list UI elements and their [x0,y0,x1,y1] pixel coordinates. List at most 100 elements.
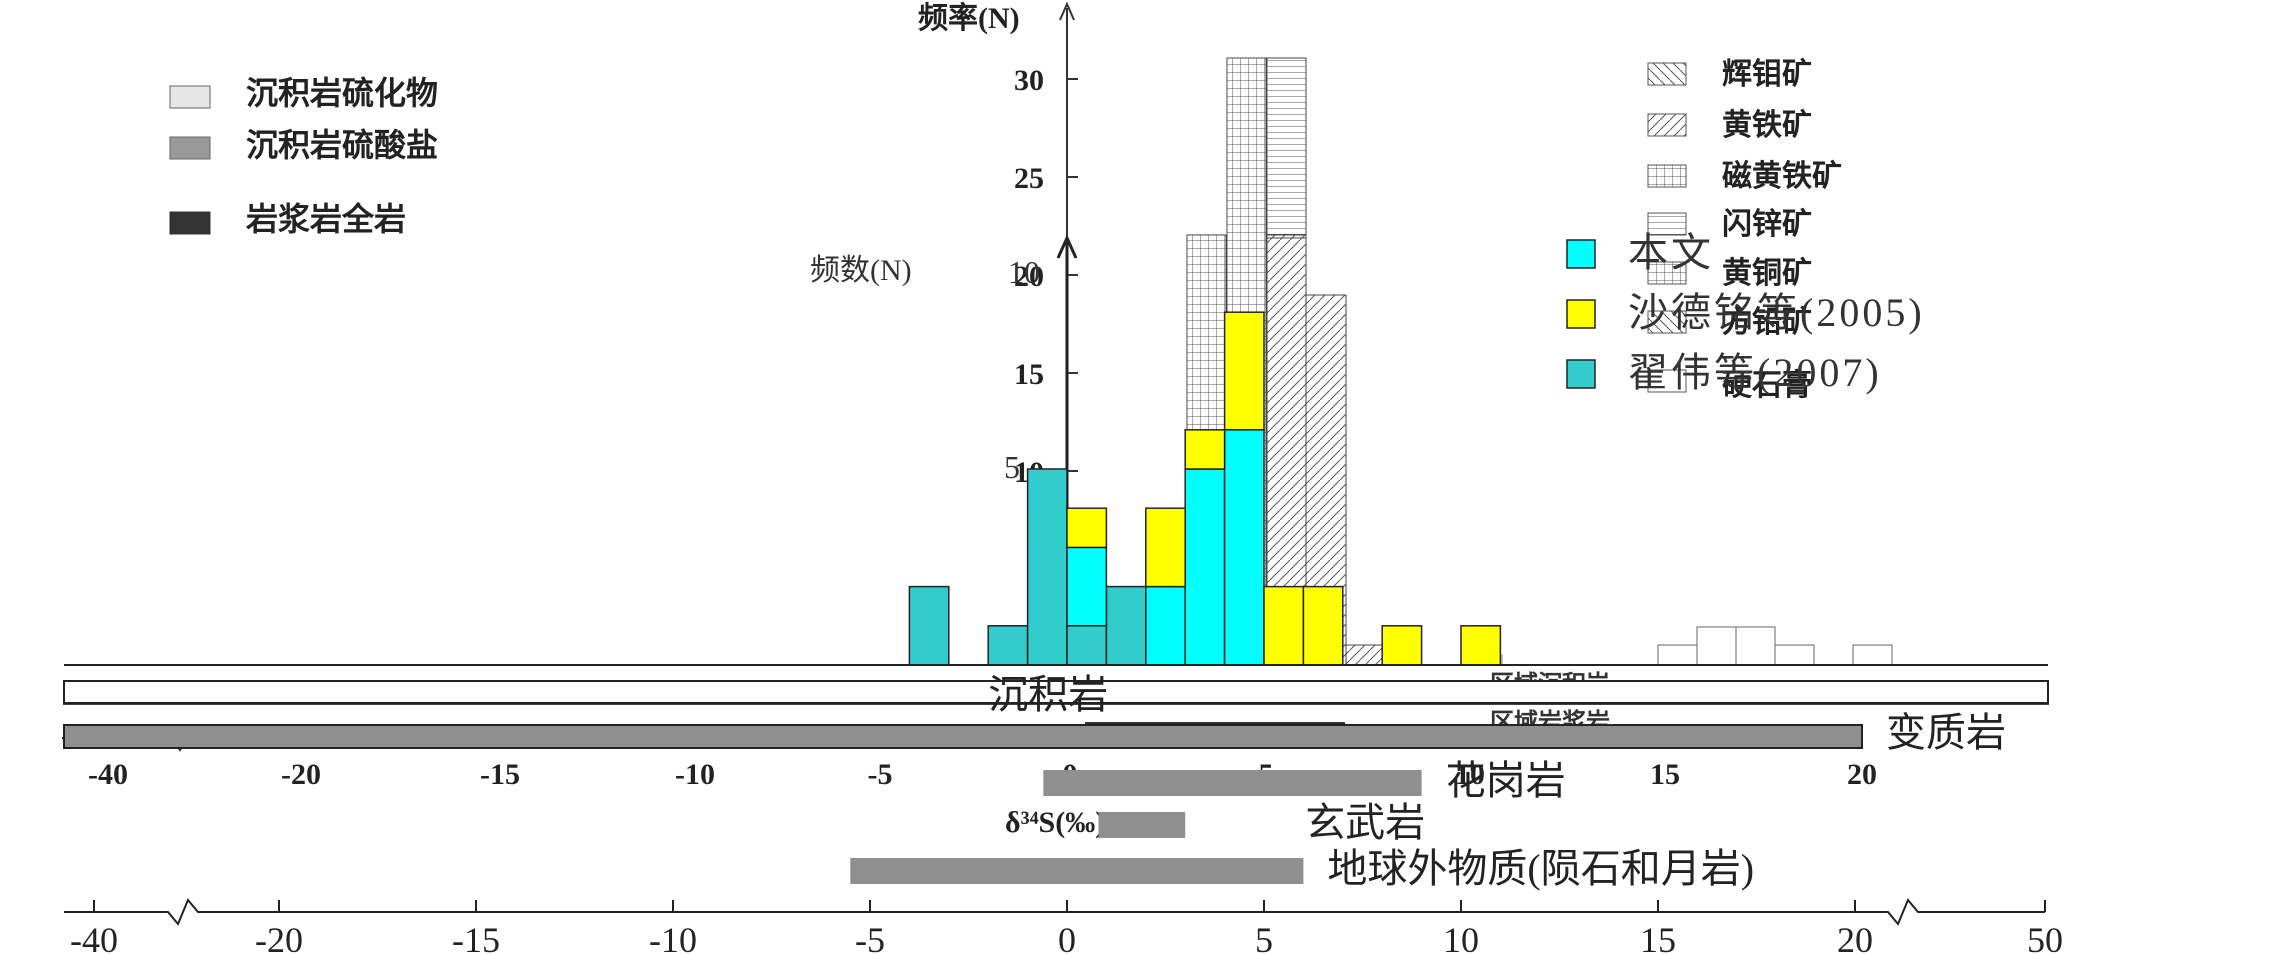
back-stack-bar [1657,644,1698,666]
legend-label-magmatic-whole-rock: 岩浆岩全岩 [246,201,406,237]
x-tick-label-0: 0 [1058,920,1076,954]
front-y-axis-arrow [1056,234,1078,259]
back-stack-bar [1345,644,1386,666]
back-x-tick-label-15: 15 [1650,758,1680,791]
front-x-tick-labels: -40 -20 -15 -10 -5 0 5 10 15 20 50 [70,920,2063,954]
x-tick-label-10: 10 [1443,920,1479,954]
back-stack-bar [1696,626,1737,666]
back-x-tick-label--5: -5 [868,758,893,791]
legend-label-anhydrite: 硬石膏 [1722,368,1812,402]
bar-本文-3 [1184,468,1226,666]
legend-swatch-pyrrhotite [1647,164,1687,188]
back-left-legend: 沉积岩硫化物 沉积岩硫酸盐 岩浆岩全岩 [169,75,438,237]
bar-本文-2 [1145,585,1186,666]
back-stack-bar [1266,57,1307,239]
back-x-tick-label-20: 20 [1847,758,1877,791]
back-y-tick-label-15: 15 [1014,358,1044,391]
bar-翟伟等-2007-0 [1066,625,1108,666]
back-x-tick-label--40: -40 [88,758,128,791]
back-x-axis-label: δ³⁴S(‰) [1005,806,1105,839]
x-tick-label-5: 5 [1255,920,1273,954]
x-tick-label-15: 15 [1640,920,1676,954]
back-y-axis-label: 频率(N) [918,2,1020,35]
legend-label-sphalerite: 闪锌矿 [1722,207,1812,241]
back-stack-bar [1735,626,1776,666]
bar-翟伟等-2007--2 [987,625,1029,666]
bar-翟伟等-2007-1 [1105,585,1147,666]
front-y-tick-label-5: 5 [1004,449,1020,485]
range-bar-沉积岩 [63,680,2049,704]
legend-label-chalcopyrite: 黄铜矿 [1722,256,1812,290]
back-y-axis-arrow [1059,1,1075,21]
back-x-tick-label--20: -20 [281,758,321,791]
legend-label-pyrite: 黄铁矿 [1722,108,1812,142]
x-tick-label--40: -40 [70,920,118,954]
range-label-玄武岩: 玄武岩 [1305,800,1425,845]
legend-label-翟伟等-2007: 翟伟等(2007) [1628,350,1882,395]
range-label-沉积岩: 沉积岩 [988,672,1108,717]
x-tick-label--10: -10 [649,920,697,954]
back-stack-bar [1774,644,1815,666]
bar-沙德铭等-2005-3 [1184,429,1226,470]
legend-swatch-沙德铭等-2005 [1566,299,1596,329]
legend-swatch-magmatic-whole-rock [169,211,211,235]
back-stack-bar [1852,644,1893,666]
front-y-axis-label: 频数(N) [810,254,912,287]
legend-swatch-molybdenite [1647,62,1687,86]
legend-label-本文: 本文 [1628,230,1714,275]
legend-swatch-sphalerite [1647,212,1687,236]
front-y-tick-label-10: 10 [1008,254,1040,290]
front-x-axis [64,898,2045,926]
range-label-变质岩: 变质岩 [1886,710,2006,755]
legend-label-galena: 方铅矿 [1722,305,1812,339]
legend-swatch-chalcopyrite [1647,261,1687,285]
back-y-tick-label-20: 20 [1014,260,1044,293]
x-tick-label--5: -5 [855,920,885,954]
x-tick-label--15: -15 [452,920,500,954]
range-label-花岗岩: 花岗岩 [1446,758,1566,803]
legend-label-sedimentary-sulfide: 沉积岩硫化物 [246,75,438,111]
x-tick-label-50: 50 [2027,920,2063,954]
bar-沙德铭等-2005-2 [1145,507,1186,588]
range-bar-花岗岩 [1043,770,1422,796]
bar-翟伟等-2007--4 [908,585,950,666]
legend-swatch-sedimentary-sulfide [169,85,211,109]
back-x-tick-labels: -40 -20 -15 -10 -5 0 5 10 15 20 [88,758,1877,791]
bar-沙德铭等-2005-5 [1263,585,1305,666]
bar-沙德铭等-2005-6 [1302,585,1344,666]
x-tick-label-20: 20 [1837,920,1873,954]
bar-沙德铭等-2005-8 [1381,625,1423,666]
legend-swatch-sedimentary-sulfate [169,136,211,160]
range-bar-玄武岩 [1098,812,1186,838]
legend-label-沙德铭等-2005: 沙德铭等(2005) [1628,290,1925,335]
range-bar-地球外物质-陨石和月岩 [850,858,1304,884]
front-x-tick-marks [93,900,2046,912]
front-histogram-bars [908,311,1502,666]
back-x-tick-label--10: -10 [675,758,715,791]
bar-沙德铭等-2005-0 [1066,507,1108,549]
back-x-tick-label-10: 10 [1455,758,1485,791]
legend-swatch-本文 [1566,239,1596,269]
back-right-legend: 辉钼矿 黄铁矿 磁黄铁矿 闪锌矿 黄铜矿 方铅矿 硬石膏 [1647,57,1842,402]
back-y-tick-label-30: 30 [1014,64,1044,97]
legend-swatch-pyrite [1647,113,1687,137]
bar-翟伟等-2007--1 [1026,468,1068,666]
legend-label-sedimentary-sulfate: 沉积岩硫酸盐 [246,127,438,163]
range-bar-变质岩 [63,724,1863,749]
back-y-tick-label-25: 25 [1014,162,1044,195]
x-tick-label--20: -20 [255,920,303,954]
bar-沙德铭等-2005-4 [1223,311,1265,431]
legend-swatch-galena [1647,310,1687,334]
legend-label-molybdenite: 辉钼矿 [1722,57,1812,91]
bar-本文-0 [1066,546,1108,627]
bar-沙德铭等-2005-10 [1460,625,1502,666]
legend-swatch-anhydrite [1647,369,1687,393]
range-label-地球外物质-陨石和月岩: 地球外物质(陨石和月岩) [1327,846,1754,891]
bar-本文-4 [1223,429,1265,666]
legend-label-pyrrhotite: 磁黄铁矿 [1722,159,1842,193]
legend-swatch-翟伟等-2007 [1566,359,1596,389]
